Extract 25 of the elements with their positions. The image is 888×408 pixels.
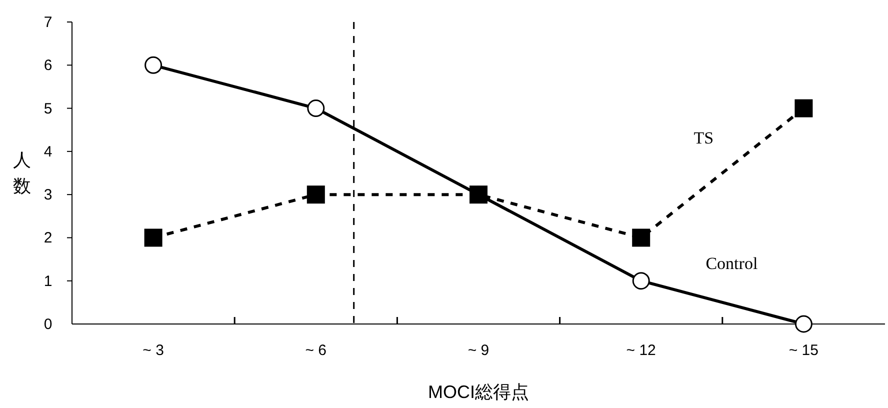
point — [144, 56, 162, 74]
y-axis-title: 人数 — [13, 150, 31, 196]
point — [632, 272, 650, 290]
y-tick-label: 0 — [44, 316, 52, 333]
y-tick-label: 4 — [44, 143, 52, 160]
y-tick-label: 6 — [44, 57, 52, 74]
point — [144, 228, 162, 247]
point — [306, 186, 325, 204]
y-tick-label: 5 — [44, 100, 52, 118]
x-tick-label: ~ 15 — [788, 342, 819, 359]
point — [307, 100, 325, 118]
y-tick-label: 2 — [44, 230, 52, 247]
y-tick-label: 3 — [44, 186, 52, 204]
x-tick-label: ~ 3 — [142, 342, 164, 359]
x-axis-title: MOCI総得点 — [428, 382, 529, 402]
point — [794, 315, 812, 333]
point — [632, 228, 650, 247]
x-tick-label: ~ 12 — [626, 342, 656, 359]
point — [794, 99, 813, 118]
x-tick-label: ~ 9 — [468, 342, 490, 359]
y-tick-label: 7 — [44, 14, 52, 31]
series-label: TS — [694, 128, 714, 148]
series-label: Control — [706, 254, 758, 273]
y-tick-label: 1 — [44, 272, 52, 290]
x-tick-label: ~ 6 — [305, 342, 327, 359]
